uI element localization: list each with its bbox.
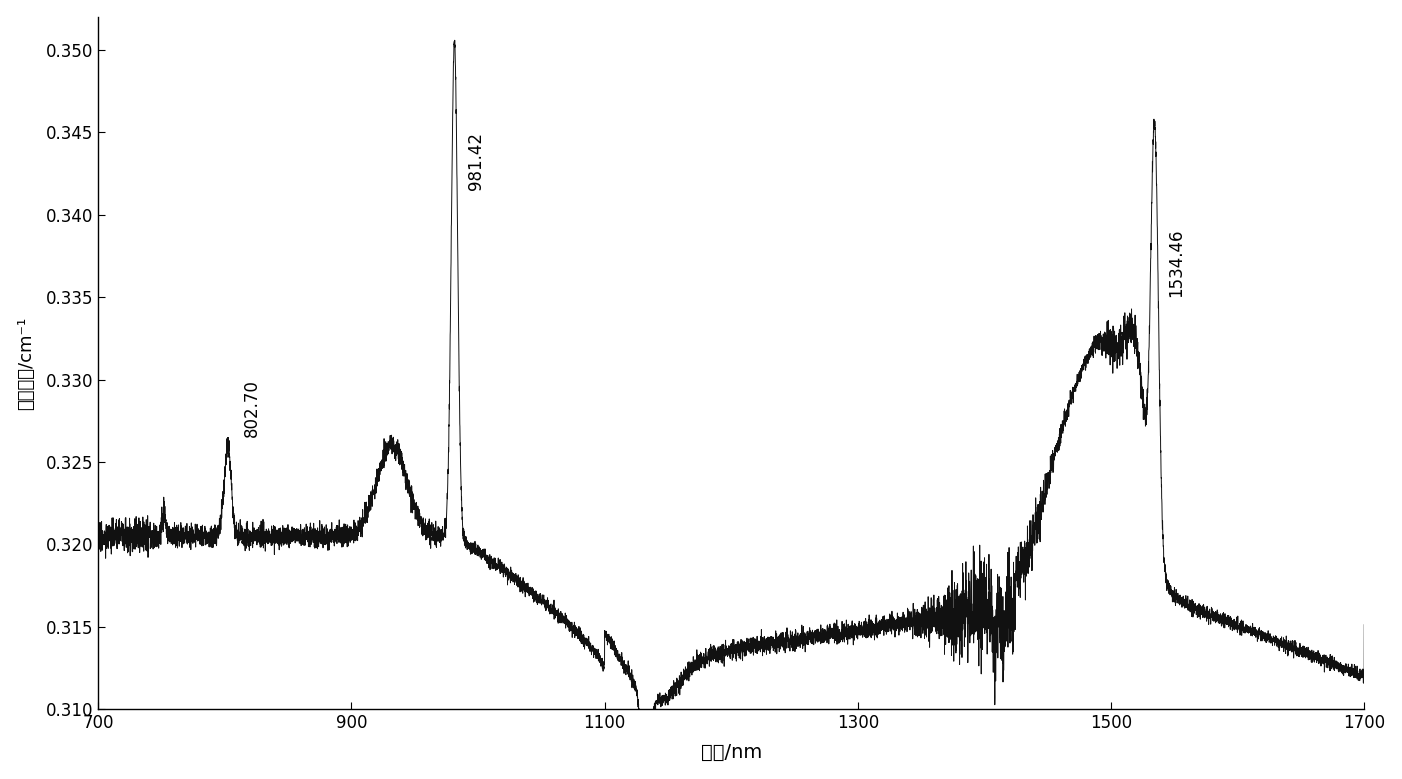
X-axis label: 波长/nm: 波长/nm [701,743,761,763]
Text: 981.42: 981.42 [467,132,485,190]
Text: 1534.46: 1534.46 [1168,228,1185,297]
Text: 802.70: 802.70 [244,379,261,437]
Y-axis label: 吸收系数/cm⁻¹: 吸收系数/cm⁻¹ [17,316,35,410]
